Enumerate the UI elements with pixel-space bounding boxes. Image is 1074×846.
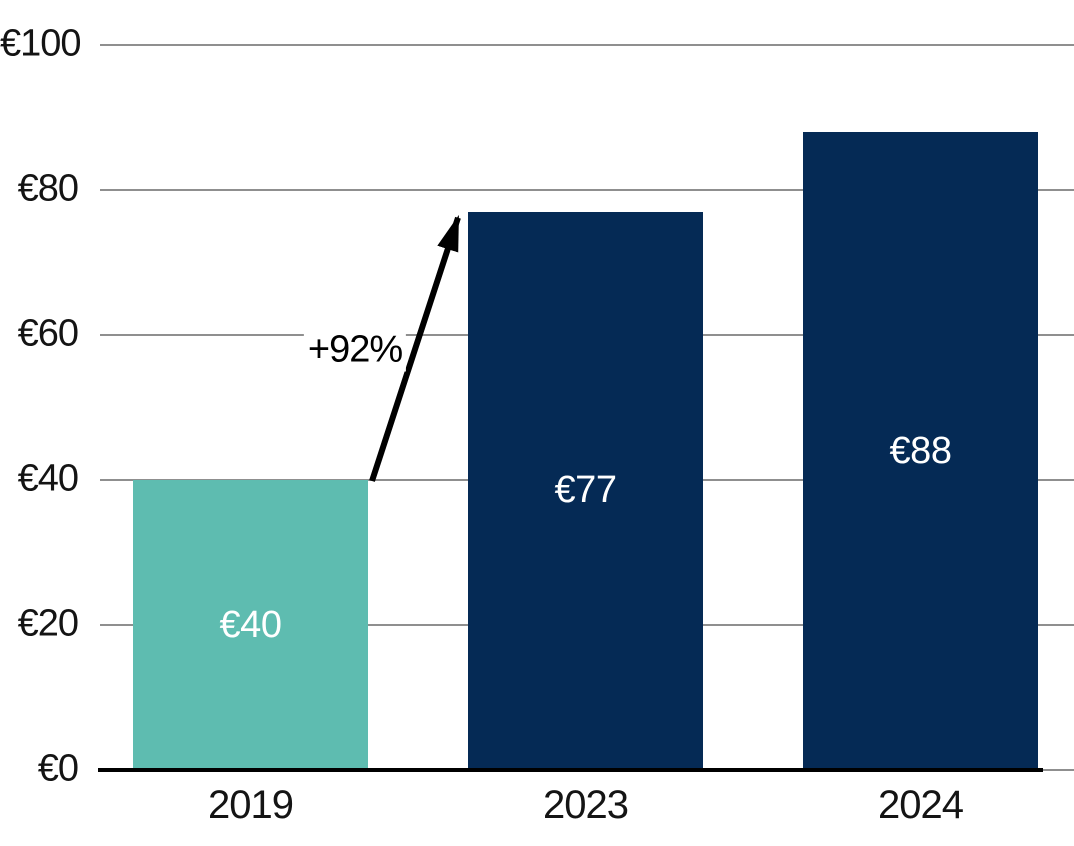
y-tick-label: €40 (17, 457, 79, 500)
x-tick-label: 2023 (543, 783, 629, 827)
bar-value-label: €77 (554, 469, 617, 512)
gridline (100, 189, 1074, 191)
y-tick-label: €100 (0, 22, 82, 65)
gridline (100, 44, 1074, 46)
x-tick-label: 2024 (878, 783, 964, 827)
bar-2024: €88 (803, 132, 1038, 770)
bar-2023: €77 (468, 211, 703, 770)
x-axis-line (98, 768, 1043, 772)
y-tick-label: €0 (37, 747, 79, 790)
bar-2019: €40 (133, 480, 368, 770)
y-tick-label: €60 (17, 312, 79, 355)
bar-value-label: €40 (219, 603, 282, 646)
y-tick-label: €20 (17, 602, 79, 645)
x-tick-label: 2019 (208, 783, 294, 827)
increase-label: +92% (303, 328, 407, 372)
y-tick-label: €80 (17, 167, 79, 210)
bar-value-label: €88 (889, 429, 952, 472)
